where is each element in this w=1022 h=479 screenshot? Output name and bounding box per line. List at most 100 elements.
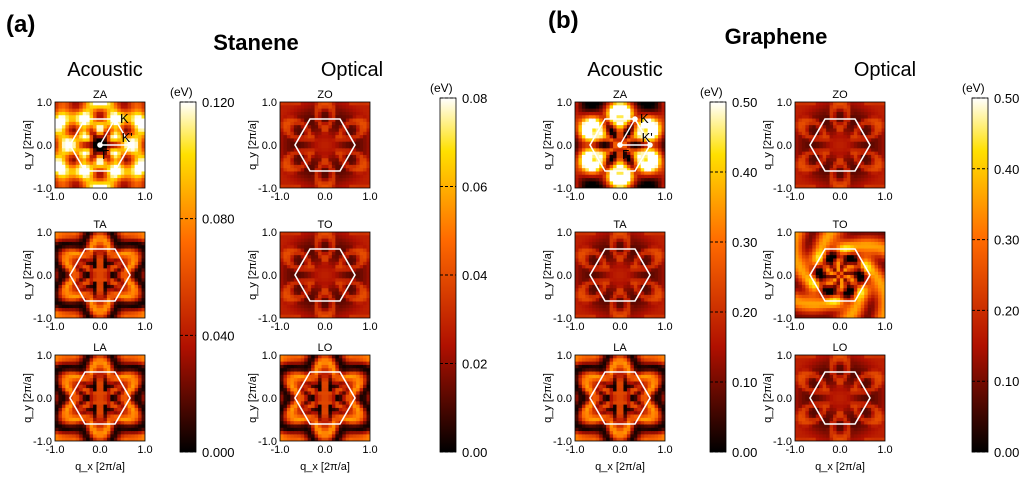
y-tick-label: 0.0 [262, 393, 277, 405]
y-axis-label: q_y [2π/a] [247, 120, 259, 170]
brillouin-zone-hexagon [294, 371, 356, 425]
y-tick-label: 1.0 [262, 350, 277, 362]
kprime-point-marker [647, 142, 653, 148]
heatmap-panels: Acoustic OpticalZAKK'Γ-1.0-1.00.00.01.01.… [22, 59, 1019, 473]
y-tick-label: 1.0 [777, 350, 792, 362]
y-tick-label: -1.0 [773, 313, 792, 325]
mode-label-ZO: ZO [317, 89, 333, 101]
y-tick-label: -1.0 [33, 183, 52, 195]
brillouin-zone-hexagon [294, 248, 356, 302]
y-tick-label: -1.0 [33, 313, 52, 325]
gamma-k-path [99, 118, 116, 146]
y-tick-label: -1.0 [258, 436, 277, 448]
mode-label-ZA: ZA [613, 89, 628, 101]
heatmap-graphene-LO: LO-1.0-1.00.00.01.01.0q_y [2π/a] [762, 342, 893, 456]
mode-label-TO: TO [317, 219, 333, 231]
colorbar-unit: (eV) [700, 85, 723, 99]
heatmap-graphene-ZO: ZO-1.0-1.00.00.01.01.0q_y [2π/a] [762, 89, 893, 203]
brillouin-zone-hexagon [809, 371, 871, 425]
x-tick-label: -1.0 [786, 444, 805, 456]
mode-label-TO: TO [832, 219, 848, 231]
k-point-marker [112, 116, 118, 122]
x-tick-label: 0.0 [317, 444, 332, 456]
x-tick-label: 0.0 [92, 321, 107, 333]
y-axis-label: q_y [2π/a] [542, 373, 554, 423]
mode-label-ZO: ZO [832, 89, 848, 101]
heatmap-cells [280, 102, 370, 188]
y-axis-label: q_y [2π/a] [762, 373, 774, 423]
heatmap-graphene-TO: TO-1.0-1.00.00.01.01.0q_y [2π/a] [762, 219, 893, 333]
x-tick-label: 0.0 [832, 321, 847, 333]
y-axis-label: q_y [2π/a] [22, 373, 34, 423]
plot-frame [574, 101, 666, 189]
column-title-acoustic: Acoustic [587, 59, 663, 81]
colorbar-gradient [179, 101, 197, 453]
y-tick-label: 0.0 [557, 270, 572, 282]
colorbar-tick-label: 0.30 [732, 235, 757, 250]
y-tick-label: -1.0 [773, 436, 792, 448]
y-tick-label: 0.0 [777, 270, 792, 282]
plot-frame [794, 101, 886, 189]
x-tick-label: 1.0 [362, 321, 377, 333]
colorbar-tick-label: 0.10 [732, 375, 757, 390]
x-tick-label: 0.0 [612, 444, 627, 456]
brillouin-zone-hexagon [294, 118, 356, 172]
colorbar-tick-label: 0.000 [202, 445, 235, 460]
column-title-optical: Optical [854, 59, 916, 81]
heatmap-graphene-TA: TA-1.0-1.00.00.01.01.0q_y [2π/a] [542, 219, 673, 333]
y-tick-label: 0.0 [777, 140, 792, 152]
y-tick-label: 1.0 [557, 227, 572, 239]
colorbar-tick-label: 0.30 [994, 233, 1019, 248]
y-axis-label: q_y [2π/a] [247, 373, 259, 423]
y-tick-label: 1.0 [37, 227, 52, 239]
x-tick-label: 0.0 [92, 191, 107, 203]
panel-b-label: (b) [548, 7, 579, 34]
gamma-point-label: Γ [102, 147, 109, 162]
colorbar-tick-label: 0.120 [202, 95, 235, 110]
mode-label-TA: TA [93, 219, 107, 231]
x-tick-label: 1.0 [137, 191, 152, 203]
kprime-point-label: K' [122, 130, 133, 145]
x-tick-label: -1.0 [566, 444, 585, 456]
plot-frame [279, 231, 371, 319]
x-axis-label-optical: q_x [2π/a] [300, 461, 350, 473]
colorbar-unit: (eV) [430, 81, 453, 95]
y-axis-label: q_y [2π/a] [542, 250, 554, 300]
panel-a-label: (a) [6, 11, 35, 38]
colorbar-tick-label: 0.04 [462, 268, 487, 283]
colorbar-tick-label: 0.08 [462, 91, 487, 106]
x-tick-label: 1.0 [657, 444, 672, 456]
graphene-title: Graphene [725, 24, 828, 49]
x-tick-label: -1.0 [46, 321, 65, 333]
colorbar-stanene-Optical: (eV) 0.00 0.02 0.04 0.06 0.08 [430, 81, 487, 460]
y-axis-label: q_y [2π/a] [762, 250, 774, 300]
k-point-label: K [640, 111, 649, 126]
colorbar-tick-label: 0.06 [462, 180, 487, 195]
heatmap-stanene-ZO: ZO-1.0-1.00.00.01.01.0q_y [2π/a] [247, 89, 378, 203]
kprime-point-marker [127, 142, 133, 148]
heatmap-cells [795, 232, 885, 318]
y-tick-label: -1.0 [553, 313, 572, 325]
x-tick-label: 1.0 [657, 191, 672, 203]
x-tick-label: 1.0 [362, 191, 377, 203]
y-tick-label: -1.0 [33, 436, 52, 448]
colorbar-unit: (eV) [962, 81, 985, 95]
x-tick-label: 0.0 [92, 444, 107, 456]
brillouin-zone-hexagon [809, 248, 871, 302]
colorbar-tick-label: 0.02 [462, 357, 487, 372]
y-tick-label: 1.0 [557, 97, 572, 109]
plot-frame [279, 101, 371, 189]
x-tick-label: 0.0 [612, 191, 627, 203]
y-axis-label: q_y [2π/a] [542, 120, 554, 170]
y-tick-label: 1.0 [262, 227, 277, 239]
y-axis-label: q_y [2π/a] [22, 250, 34, 300]
brillouin-zone-hexagon [69, 371, 131, 425]
plot-frame [574, 231, 666, 319]
colorbar-graphene-Optical: (eV) 0.00 0.10 0.20 0.30 0.40 0.50 [962, 81, 1019, 460]
brillouin-zone-hexagon [589, 248, 651, 302]
plot-frame [279, 354, 371, 442]
x-tick-label: 1.0 [362, 444, 377, 456]
x-tick-label: 0.0 [317, 321, 332, 333]
colorbar-tick-label: 0.20 [732, 305, 757, 320]
y-tick-label: -1.0 [553, 436, 572, 448]
